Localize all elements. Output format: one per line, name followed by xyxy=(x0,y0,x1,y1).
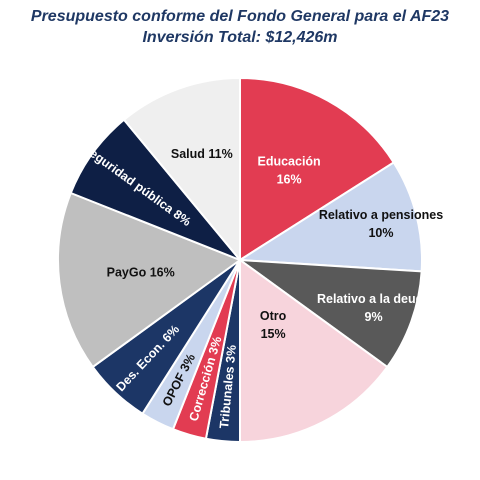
chart-subtitle: Inversión Total: $12,426m xyxy=(142,29,338,46)
chart-title-block: Presupuesto conforme del Fondo General p… xyxy=(0,6,480,48)
slice-label-otro: Otro 15% xyxy=(260,309,287,341)
pie-slice-relativo-a-la-deuda xyxy=(236,258,423,369)
slice-label-educacion: Educación 16% xyxy=(257,155,320,187)
pie-slice-relativo-a-pensiones xyxy=(236,161,423,273)
pie-slice-otro xyxy=(239,258,389,444)
slice-label-paygo: PayGo 16% xyxy=(107,266,175,280)
slice-label-relativo-a-la-deuda: Relativo a la deuda 9% xyxy=(317,292,431,324)
slice-label-salud: Salud 11% xyxy=(171,147,233,161)
slice-label-relativo-a-pensiones: Relativo a pensiones 10% xyxy=(319,208,443,240)
pie-slice-paygo xyxy=(57,191,243,369)
pie-slice-seguridad-publica xyxy=(69,118,241,261)
pie-slice-educacion xyxy=(239,76,396,262)
pie-slice-salud xyxy=(122,76,241,263)
chart-title: Presupuesto conforme del Fondo General p… xyxy=(30,8,450,25)
